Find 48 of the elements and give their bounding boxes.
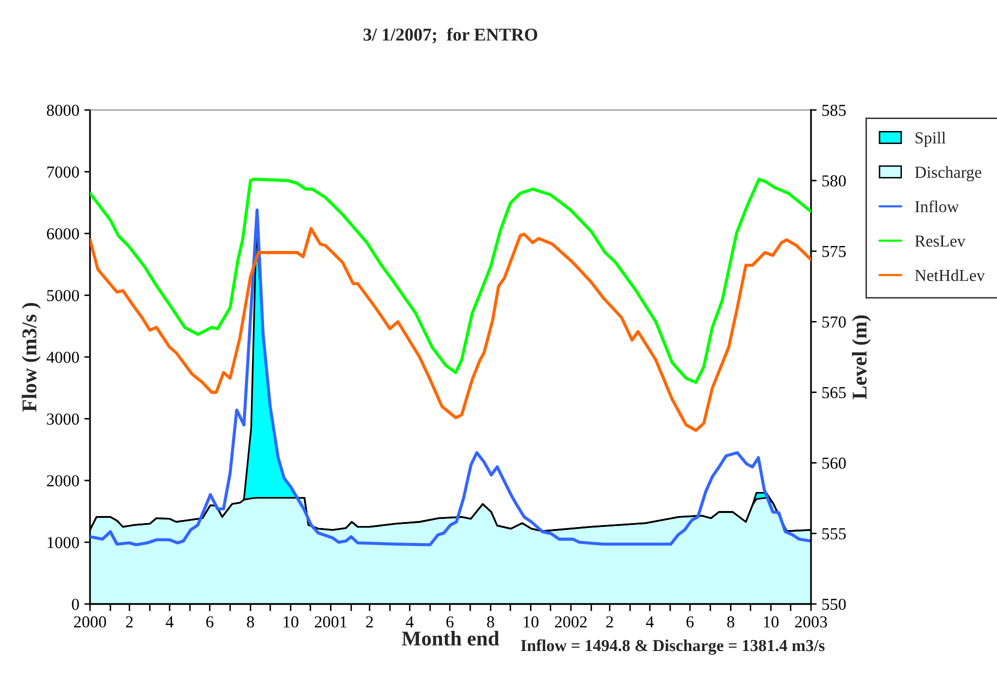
y2-tick-label: 555: [822, 528, 846, 540]
legend-label: Spill: [916, 132, 946, 147]
x-tick-label: 10: [764, 616, 779, 628]
legend-label: ResLev: [915, 236, 966, 247]
x-tick-label: 6: [206, 616, 214, 628]
y2-tick-label: 580: [822, 175, 846, 187]
legend-label: Inflow: [915, 200, 959, 212]
x-tick-label: 10: [524, 616, 538, 628]
y2-tick-label: 550: [822, 598, 846, 610]
line-series: [90, 178, 811, 384]
x-axis-title: Month end: [402, 630, 500, 646]
x-tick-label: 8: [727, 616, 734, 628]
text: Inflow = 1494.8 & Discharge = 1381.4 m3/s: [520, 639, 825, 655]
x-tick-label: 6: [446, 616, 454, 628]
x-tick-label: 2000: [74, 616, 106, 628]
x-tick-label: 8: [246, 616, 254, 628]
x-tick-label: 2002: [554, 616, 587, 628]
y2-tick-label: 560: [822, 458, 846, 469]
x-tick-label: 10: [284, 616, 298, 628]
x-tick-label: 2: [126, 616, 133, 628]
y-tick-label: 0: [72, 598, 79, 610]
y2-tick-label: 565: [822, 387, 846, 398]
y-tick-label: 5000: [47, 290, 79, 302]
legend-label: Discharge: [915, 166, 982, 182]
x-tick-label: 4: [166, 616, 174, 628]
y2-tick-label: 575: [822, 246, 846, 258]
y-tick-label: 7000: [47, 166, 79, 178]
x-tick-label: 4: [646, 616, 654, 628]
y2-axis-title: Level (m): [852, 315, 871, 400]
y-tick-label: 4000: [46, 352, 79, 363]
chart-title: 3/ 1/2007; for ENTRO: [364, 28, 538, 44]
x-tick-label: 6: [686, 616, 694, 628]
x-tick-label: 4: [406, 616, 414, 628]
y-tick-label: 8000: [46, 104, 79, 116]
y-tick-label: 1000: [48, 536, 79, 548]
legend-label: NetHdLev: [915, 269, 985, 282]
x-tick-label: 2001: [314, 616, 346, 628]
x-tick-label: 2003: [795, 616, 828, 628]
y2-tick-label: 585: [822, 104, 846, 116]
y-tick-label: 6000: [46, 228, 79, 240]
line-series: [90, 227, 811, 432]
y-tick-label: 3000: [47, 413, 79, 425]
x-tick-label: 2: [366, 616, 373, 628]
y-axis-title: Flow (m3/s ): [22, 302, 41, 412]
x-tick-label: 8: [487, 616, 494, 628]
y2-tick-label: 570: [822, 316, 846, 328]
x-tick-label: 2: [606, 616, 613, 628]
y-tick-label: 2000: [46, 475, 79, 486]
